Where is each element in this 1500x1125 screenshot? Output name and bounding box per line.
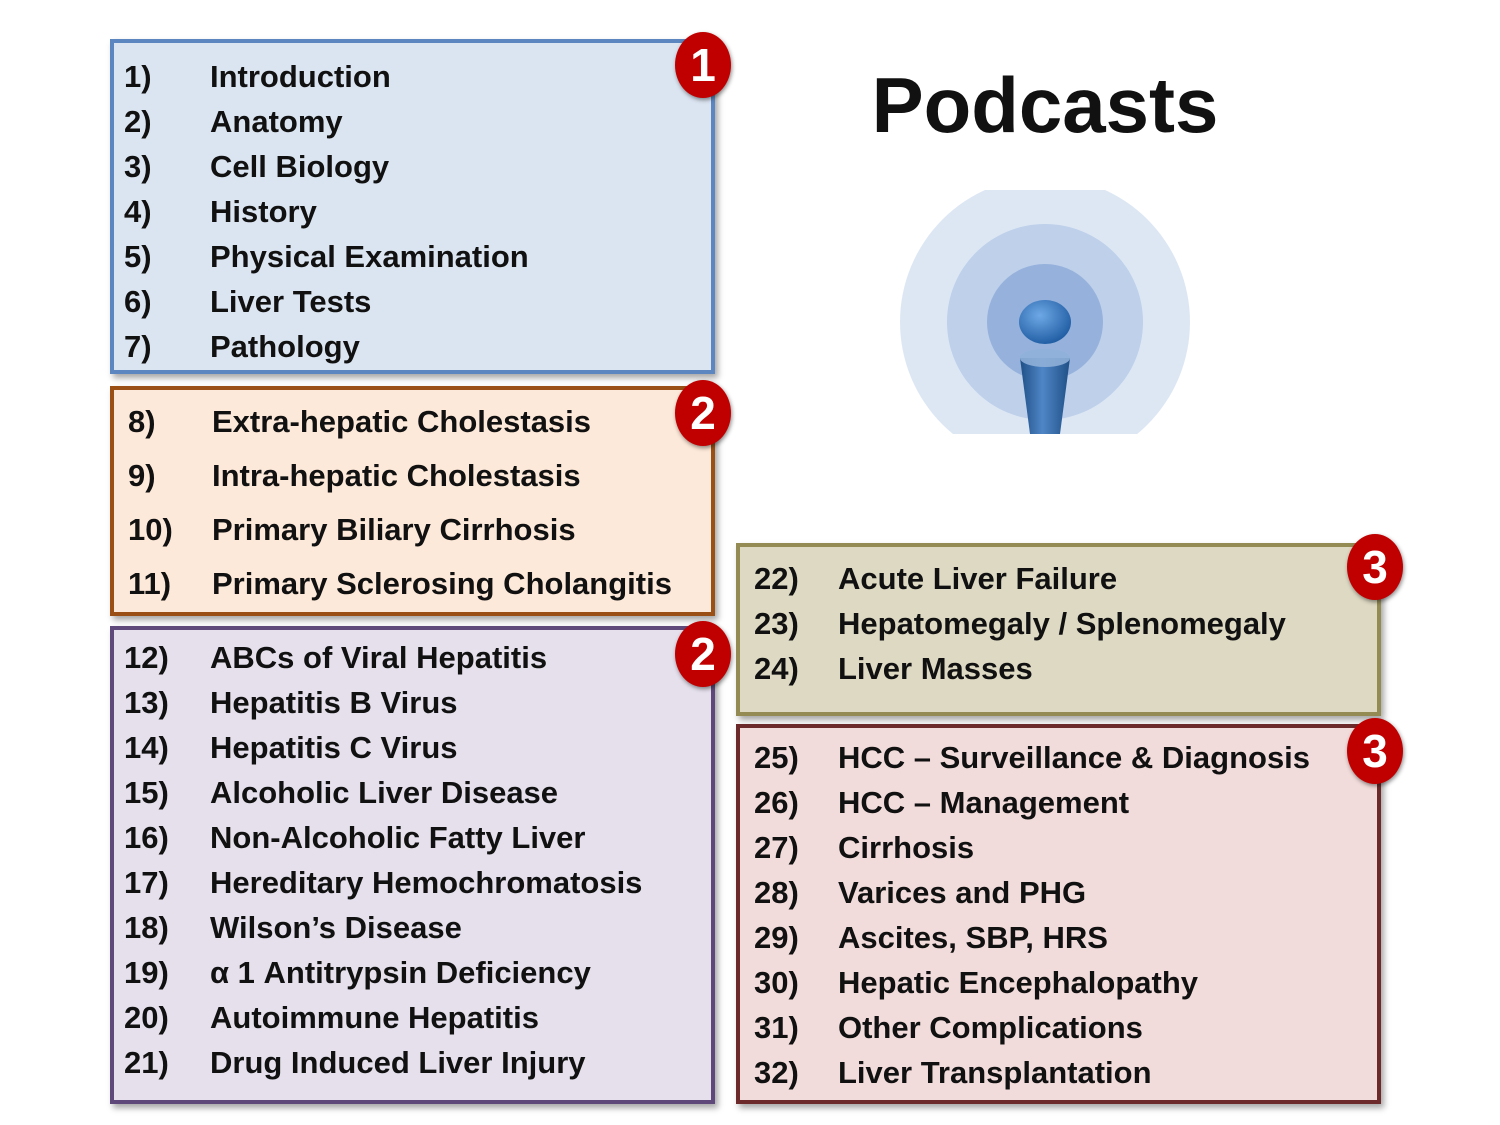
item-number: 25) xyxy=(754,740,799,775)
item-label: Drug Induced Liver Injury xyxy=(210,1045,586,1080)
item-label: Ascites, SBP, HRS xyxy=(838,920,1108,955)
item-label: Cell Biology xyxy=(210,149,390,184)
section-badge-3b: 3 xyxy=(1347,718,1403,784)
item-label: Introduction xyxy=(210,59,391,94)
section-badge-1: 1 xyxy=(675,32,731,98)
item-number: 3) xyxy=(124,149,152,184)
item-number: 20) xyxy=(124,1000,169,1035)
item-label: Hepatic Encephalopathy xyxy=(838,965,1199,1000)
section-2a-box: 8) Extra-hepatic Cholestasis 9) Intra-hepat… xyxy=(110,386,715,616)
item-label: Physical Examination xyxy=(210,239,529,274)
item-number: 16) xyxy=(124,820,169,855)
item-number: 1) xyxy=(124,59,152,94)
item-number: 28) xyxy=(754,875,799,910)
section-1-box: 1) Introduction 2) Anatomy 3) Cell Biology 4) H… xyxy=(110,39,715,374)
item-label: Primary Biliary Cirrhosis xyxy=(212,512,576,547)
item-label: Cirrhosis xyxy=(838,830,975,865)
item-number: 29) xyxy=(754,920,799,955)
item-label: Anatomy xyxy=(210,104,343,139)
item-number: 9) xyxy=(128,458,156,493)
item-number: 22) xyxy=(754,561,799,596)
item-label: Extra-hepatic Cholestasis xyxy=(212,404,592,439)
item-number: 11) xyxy=(128,566,172,601)
item-label: Hepatomegaly / Splenomegaly xyxy=(838,606,1286,641)
item-number: 32) xyxy=(754,1055,799,1090)
item-label: Liver Masses xyxy=(838,651,1033,686)
item-number: 17) xyxy=(124,865,169,900)
section-3a-box: 22) Acute Liver Failure 23) Hepatomegaly / … xyxy=(736,543,1381,716)
item-number: 14) xyxy=(124,730,169,765)
item-number: 10) xyxy=(128,512,173,547)
item-number: 18) xyxy=(124,910,169,945)
item-label: Autoimmune Hepatitis xyxy=(210,1000,539,1035)
item-label: Non-Alcoholic Fatty Liver xyxy=(210,820,586,855)
section-3b-box: 25) HCC – Surveillance & Diagnosis 26) HCC … xyxy=(736,724,1381,1104)
item-label: Alcoholic Liver Disease xyxy=(210,775,559,810)
item-number: 27) xyxy=(754,830,799,865)
item-number: 24) xyxy=(754,651,799,686)
item-label: Pathology xyxy=(210,329,360,364)
item-number: 4) xyxy=(124,194,152,229)
item-number: 13) xyxy=(124,685,169,720)
item-label: Hereditary Hemochromatosis xyxy=(210,865,643,900)
section-2b-box: 12) ABCs of Viral Hepatitis 13) Hepatitis B… xyxy=(110,626,715,1104)
item-number: 19) xyxy=(124,955,169,990)
section-badge-2a: 2 xyxy=(675,380,731,446)
section-badge-3a: 3 xyxy=(1347,534,1403,600)
item-label: Acute Liver Failure xyxy=(838,561,1118,596)
item-number: 5) xyxy=(124,239,152,274)
item-number: 7) xyxy=(124,329,152,364)
item-number: 30) xyxy=(754,965,799,1000)
item-label: Wilson’s Disease xyxy=(210,910,462,945)
page-title: Podcasts xyxy=(871,61,1219,149)
item-label: Other Complications xyxy=(838,1010,1143,1045)
item-label: α 1 Antitrypsin Deficiency xyxy=(210,955,591,990)
item-number: 21) xyxy=(124,1045,169,1080)
item-label: Intra-hepatic Cholestasis xyxy=(212,458,581,493)
item-number: 15) xyxy=(124,775,169,810)
item-label: History xyxy=(210,194,317,229)
item-label: Liver Tests xyxy=(210,284,372,319)
item-label: ABCs of Viral Hepatitis xyxy=(210,640,548,675)
item-label: Hepatitis C Virus xyxy=(210,730,458,765)
item-label: HCC – Surveillance & Diagnosis xyxy=(838,740,1311,775)
item-label: Liver Transplantation xyxy=(838,1055,1152,1090)
item-number: 2) xyxy=(124,104,152,139)
item-label: Primary Sclerosing Cholangitis xyxy=(212,566,672,601)
item-number: 12) xyxy=(124,640,169,675)
item-label: HCC – Management xyxy=(838,785,1130,820)
item-number: 8) xyxy=(128,404,156,439)
item-number: 23) xyxy=(754,606,799,641)
podcast-broadcast-icon xyxy=(900,190,1190,434)
section-badge-2b: 2 xyxy=(675,621,731,687)
item-label: Varices and PHG xyxy=(838,875,1087,910)
item-number: 6) xyxy=(124,284,152,319)
item-number: 26) xyxy=(754,785,799,820)
item-label: Hepatitis B Virus xyxy=(210,685,458,720)
item-number: 31) xyxy=(754,1010,799,1045)
